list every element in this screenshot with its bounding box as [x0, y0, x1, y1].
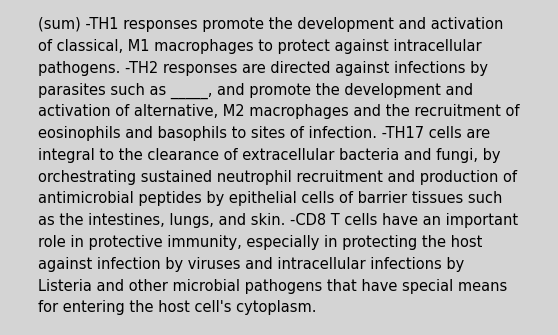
Text: (sum) -TH1 responses promote the development and activation: (sum) -TH1 responses promote the develop… — [38, 17, 503, 32]
Text: Listeria and other microbial pathogens that have special means: Listeria and other microbial pathogens t… — [38, 279, 507, 293]
Text: activation of alternative, M2 macrophages and the recruitment of: activation of alternative, M2 macrophage… — [38, 104, 519, 119]
Text: orchestrating sustained neutrophil recruitment and production of: orchestrating sustained neutrophil recru… — [38, 170, 517, 185]
Text: eosinophils and basophils to sites of infection. -TH17 cells are: eosinophils and basophils to sites of in… — [38, 126, 490, 141]
Text: of classical, M1 macrophages to protect against intracellular: of classical, M1 macrophages to protect … — [38, 39, 482, 54]
Text: integral to the clearance of extracellular bacteria and fungi, by: integral to the clearance of extracellul… — [38, 148, 501, 163]
Text: for entering the host cell's cytoplasm.: for entering the host cell's cytoplasm. — [38, 300, 316, 315]
Text: antimicrobial peptides by epithelial cells of barrier tissues such: antimicrobial peptides by epithelial cel… — [38, 191, 502, 206]
Text: role in protective immunity, especially in protecting the host: role in protective immunity, especially … — [38, 235, 482, 250]
Text: pathogens. -TH2 responses are directed against infections by: pathogens. -TH2 responses are directed a… — [38, 61, 488, 76]
Text: against infection by viruses and intracellular infections by: against infection by viruses and intrace… — [38, 257, 464, 272]
Text: as the intestines, lungs, and skin. -CD8 T cells have an important: as the intestines, lungs, and skin. -CD8… — [38, 213, 518, 228]
Text: parasites such as _____, and promote the development and: parasites such as _____, and promote the… — [38, 82, 473, 98]
